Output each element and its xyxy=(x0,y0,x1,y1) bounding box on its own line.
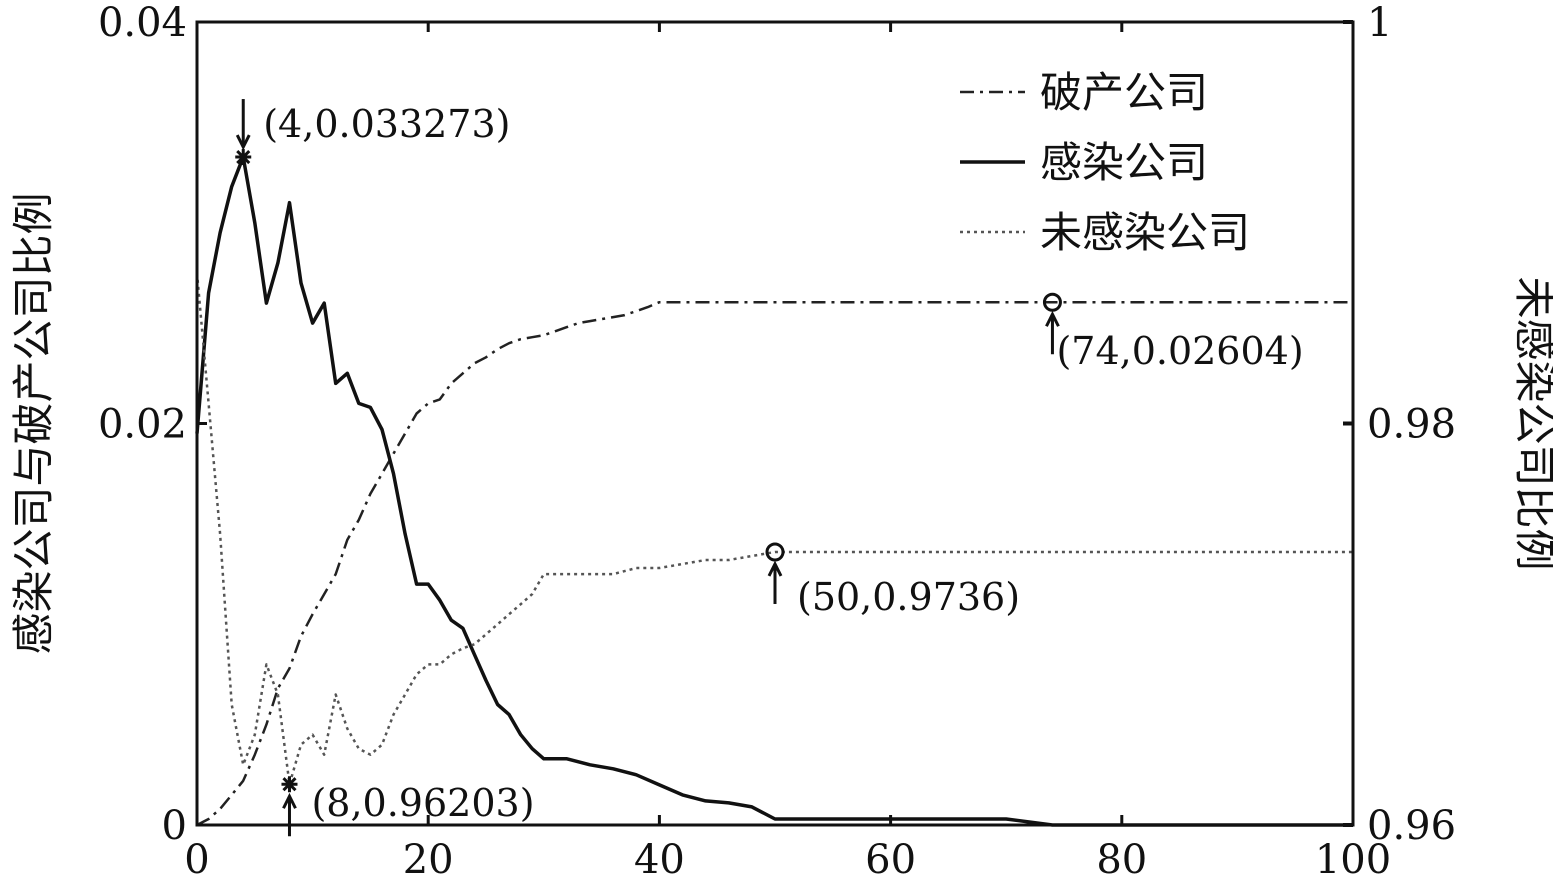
y-axis-label-left: 感染公司与破产公司比例 xyxy=(9,192,58,654)
y-right-tick-label: 1 xyxy=(1367,0,1392,46)
annotation-marker-star xyxy=(281,776,298,793)
legend-label-1: 感染公司 xyxy=(1040,138,1208,187)
y-left-tick-label: 0.04 xyxy=(98,0,187,46)
annotation-marker-circle xyxy=(765,542,785,562)
legend-label-2: 未感染公司 xyxy=(1040,208,1250,257)
annotation-marker-circle xyxy=(1042,292,1062,312)
annotation-0: (4,0.033273) xyxy=(235,99,510,166)
annotation-label: (74,0.02604) xyxy=(1056,329,1303,373)
y-axis-label-right: 未感染公司比例 xyxy=(1510,276,1553,570)
x-tick-label: 100 xyxy=(1315,837,1391,883)
legend-label-0: 破产公司 xyxy=(1040,68,1208,117)
annotations: (4,0.033273) (8,0.96203) (50,0.9736) (74,0.… xyxy=(235,99,1304,837)
series-line-2 xyxy=(195,272,1353,786)
y-right-tick-label: 0.98 xyxy=(1367,402,1456,448)
series-line-1 xyxy=(195,155,1353,827)
annotation-arrow-head xyxy=(1045,310,1060,327)
y-right-tick-label: 0.96 xyxy=(1367,803,1456,849)
x-tick-label: 20 xyxy=(403,837,454,883)
series-line-0 xyxy=(196,300,1353,827)
annotation-3: (74,0.02604) xyxy=(1042,292,1304,373)
annotation-1: (8,0.96203) xyxy=(281,776,535,837)
annotation-arrow-head xyxy=(235,134,251,151)
y-left-tick-label: 0 xyxy=(162,803,187,849)
plot-lines xyxy=(195,155,1353,827)
annotation-arrow-head xyxy=(767,560,783,577)
axis-ticks: 0 20 40 60 80 100 0 0.02 0.04 0.96 0.98 1 xyxy=(98,0,1456,883)
x-tick-label: 60 xyxy=(865,837,916,883)
annotation-label: (8,0.96203) xyxy=(311,781,534,825)
annotation-2: (50,0.9736) xyxy=(765,542,1020,619)
annotation-arrow-head xyxy=(282,792,297,809)
y-left-tick-label: 0.02 xyxy=(98,402,187,448)
x-tick-label: 0 xyxy=(184,837,209,883)
annotation-label: (4,0.033273) xyxy=(263,102,510,146)
annotation-marker-star xyxy=(235,149,252,166)
x-tick-label: 40 xyxy=(634,837,685,883)
x-tick-label: 80 xyxy=(1096,837,1147,883)
annotation-label: (50,0.9736) xyxy=(797,575,1020,619)
